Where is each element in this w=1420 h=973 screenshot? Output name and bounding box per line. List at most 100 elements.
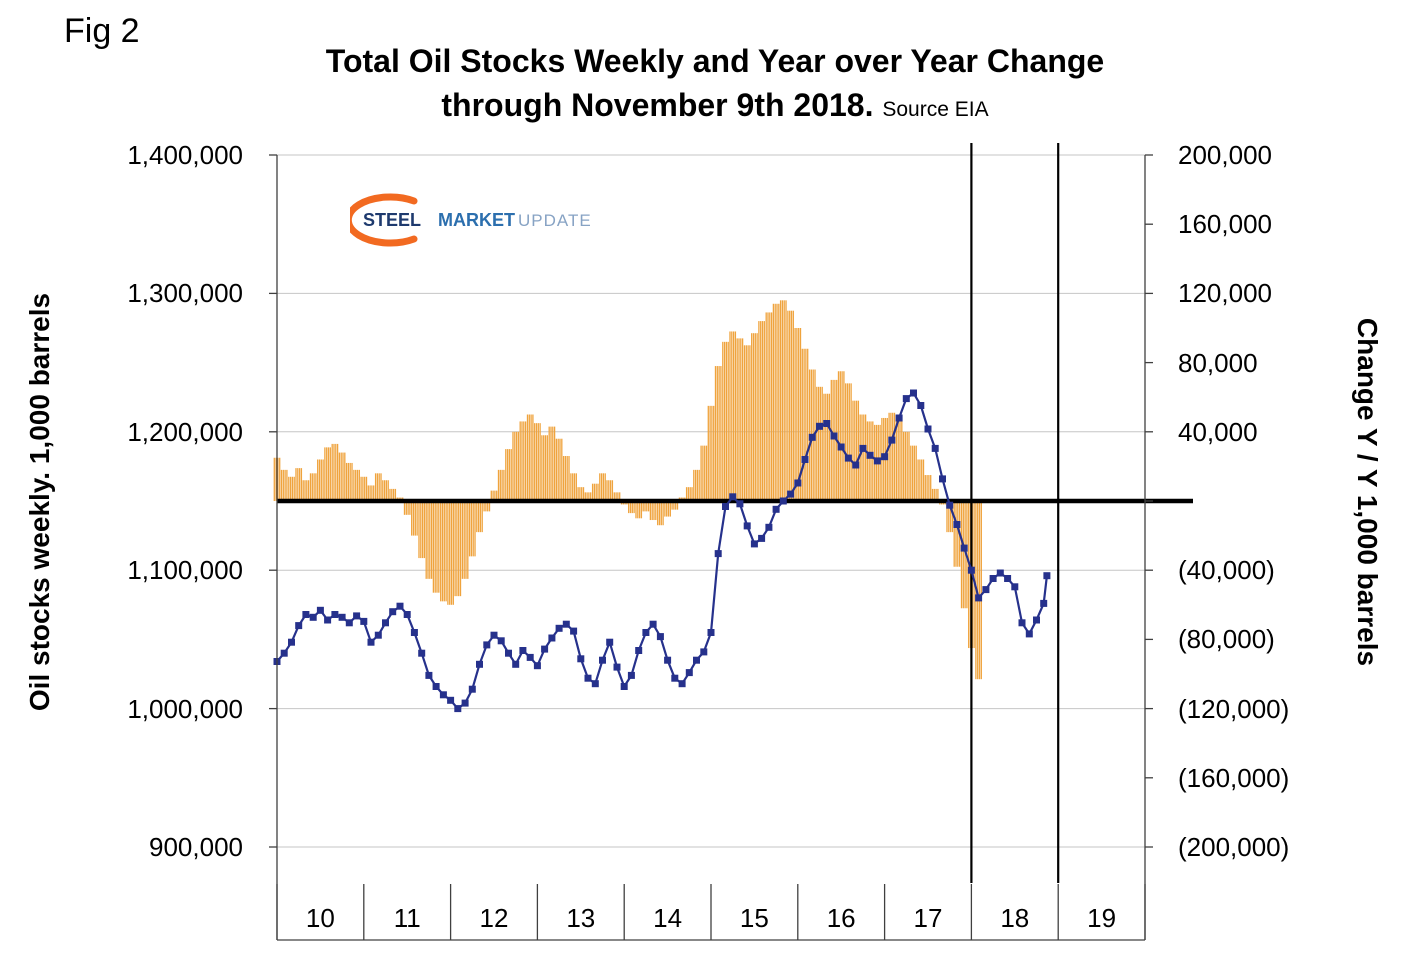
yoy-change-bar (774, 303, 776, 501)
yoy-change-bar (937, 488, 939, 501)
oil-stocks-marker (425, 671, 433, 679)
source-note: Source EIA (882, 98, 989, 121)
yoy-change-bar (895, 419, 898, 501)
yoy-change-bar (613, 492, 615, 501)
yoy-change-bar (548, 426, 550, 501)
yoy-change-bar (275, 457, 277, 501)
yoy-change-bar (440, 501, 442, 602)
yoy-change-bar (441, 501, 444, 602)
yoy-change-bar (689, 487, 691, 501)
yoy-change-bar (459, 501, 462, 597)
oil-stocks-marker (316, 606, 324, 614)
yoy-change-bar (698, 469, 700, 501)
yoy-change-bar (633, 501, 635, 514)
yoy-change-bar (313, 473, 315, 501)
oil-stocks-marker (787, 490, 795, 498)
left-axis-tick-label: 1,400,000 (127, 140, 243, 170)
yoy-change-bar (282, 469, 284, 501)
yoy-change-bar (436, 501, 438, 593)
yoy-change-bar (662, 501, 664, 526)
yoy-change-bar (902, 431, 905, 501)
yoy-change-bar (770, 312, 773, 501)
yoy-change-bar (550, 426, 552, 501)
yoy-change-bar (461, 501, 464, 579)
oil-stocks-marker (483, 641, 491, 649)
yoy-change-bar (816, 386, 818, 501)
yoy-change-bar (893, 412, 896, 501)
yoy-change-bar (380, 473, 382, 501)
oil-stocks-marker (302, 611, 310, 618)
yoy-change-bar (429, 501, 431, 579)
oil-stocks-marker (1004, 575, 1012, 582)
oil-stocks-marker (794, 479, 802, 487)
oil-stocks-marker (533, 662, 541, 670)
yoy-change-bar (785, 300, 787, 501)
yoy-change-bar (349, 462, 351, 501)
yoy-change-bar (289, 476, 292, 501)
yoy-change-bar (403, 501, 406, 515)
yoy-change-bar (470, 501, 473, 557)
yoy-change-bar (837, 371, 840, 501)
yoy-change-bar (438, 501, 440, 593)
yoy-change-bar (355, 469, 357, 501)
oil-stocks-marker (700, 648, 708, 656)
oil-stocks-marker (410, 629, 418, 636)
oil-stocks-marker (693, 656, 700, 664)
yoy-change-bar (369, 485, 371, 501)
yoy-change-bar (915, 445, 917, 501)
yoy-change-bar (411, 501, 413, 536)
yoy-change-bar (474, 501, 476, 557)
yoy-change-bar (700, 445, 702, 501)
x-axis-tick-label: 19 (1087, 903, 1117, 933)
yoy-change-bar (364, 476, 366, 501)
yoy-change-bar (532, 414, 534, 501)
oil-stocks-marker (830, 432, 838, 440)
yoy-change-bar (335, 443, 337, 501)
yoy-change-bar (494, 490, 496, 501)
yoy-change-bar (499, 469, 501, 501)
oil-stocks-marker (664, 656, 672, 664)
oil-stocks-marker (439, 691, 447, 699)
yoy-change-bar (288, 476, 290, 501)
yoy-change-bar (476, 501, 478, 533)
yoy-change-bar (628, 501, 630, 514)
yoy-change-bar (546, 435, 548, 501)
yoy-change-bar (297, 468, 299, 501)
yoy-change-bar (564, 456, 567, 501)
yoy-change-bar (311, 473, 313, 501)
x-axis-tick-label: 14 (653, 903, 683, 933)
chart-title-line2-text: through November 9th 2018. (441, 87, 874, 123)
yoy-change-bar (597, 483, 599, 501)
yoy-change-bar (322, 459, 324, 501)
oil-stocks-marker (345, 619, 353, 627)
yoy-change-bar (848, 383, 850, 501)
yoy-change-bar (765, 312, 767, 501)
yoy-change-bar (617, 492, 619, 501)
yoy-change-bar (405, 501, 407, 515)
yoy-change-bar (973, 501, 975, 649)
yoy-change-bar (501, 469, 503, 501)
yoy-change-bar (805, 348, 807, 501)
yoy-change-bar (584, 492, 586, 501)
yoy-change-bar (595, 483, 597, 501)
logo-swoosh-icon (350, 193, 418, 247)
yoy-change-bar (373, 485, 375, 501)
yoy-change-bar (427, 501, 429, 579)
yoy-change-bar (472, 501, 474, 557)
steel-market-update-logo: STEEL MARKET UPDATE (350, 190, 600, 254)
yoy-change-bar (367, 485, 369, 501)
yoy-change-bar (807, 348, 809, 501)
yoy-change-bar (295, 468, 297, 501)
yoy-change-bar (758, 321, 760, 501)
x-axis-tick-label: 13 (566, 903, 596, 933)
oil-stocks-marker (996, 569, 1004, 577)
yoy-change-bar (553, 426, 556, 501)
yoy-change-bar (901, 419, 903, 501)
yoy-change-bar (676, 501, 679, 510)
yoy-change-bar (647, 501, 650, 512)
yoy-change-bar (521, 421, 523, 501)
yoy-change-bar (588, 492, 590, 501)
yoy-change-bar (924, 475, 926, 501)
oil-stocks-marker (801, 456, 809, 463)
oil-stocks-marker (953, 521, 961, 528)
